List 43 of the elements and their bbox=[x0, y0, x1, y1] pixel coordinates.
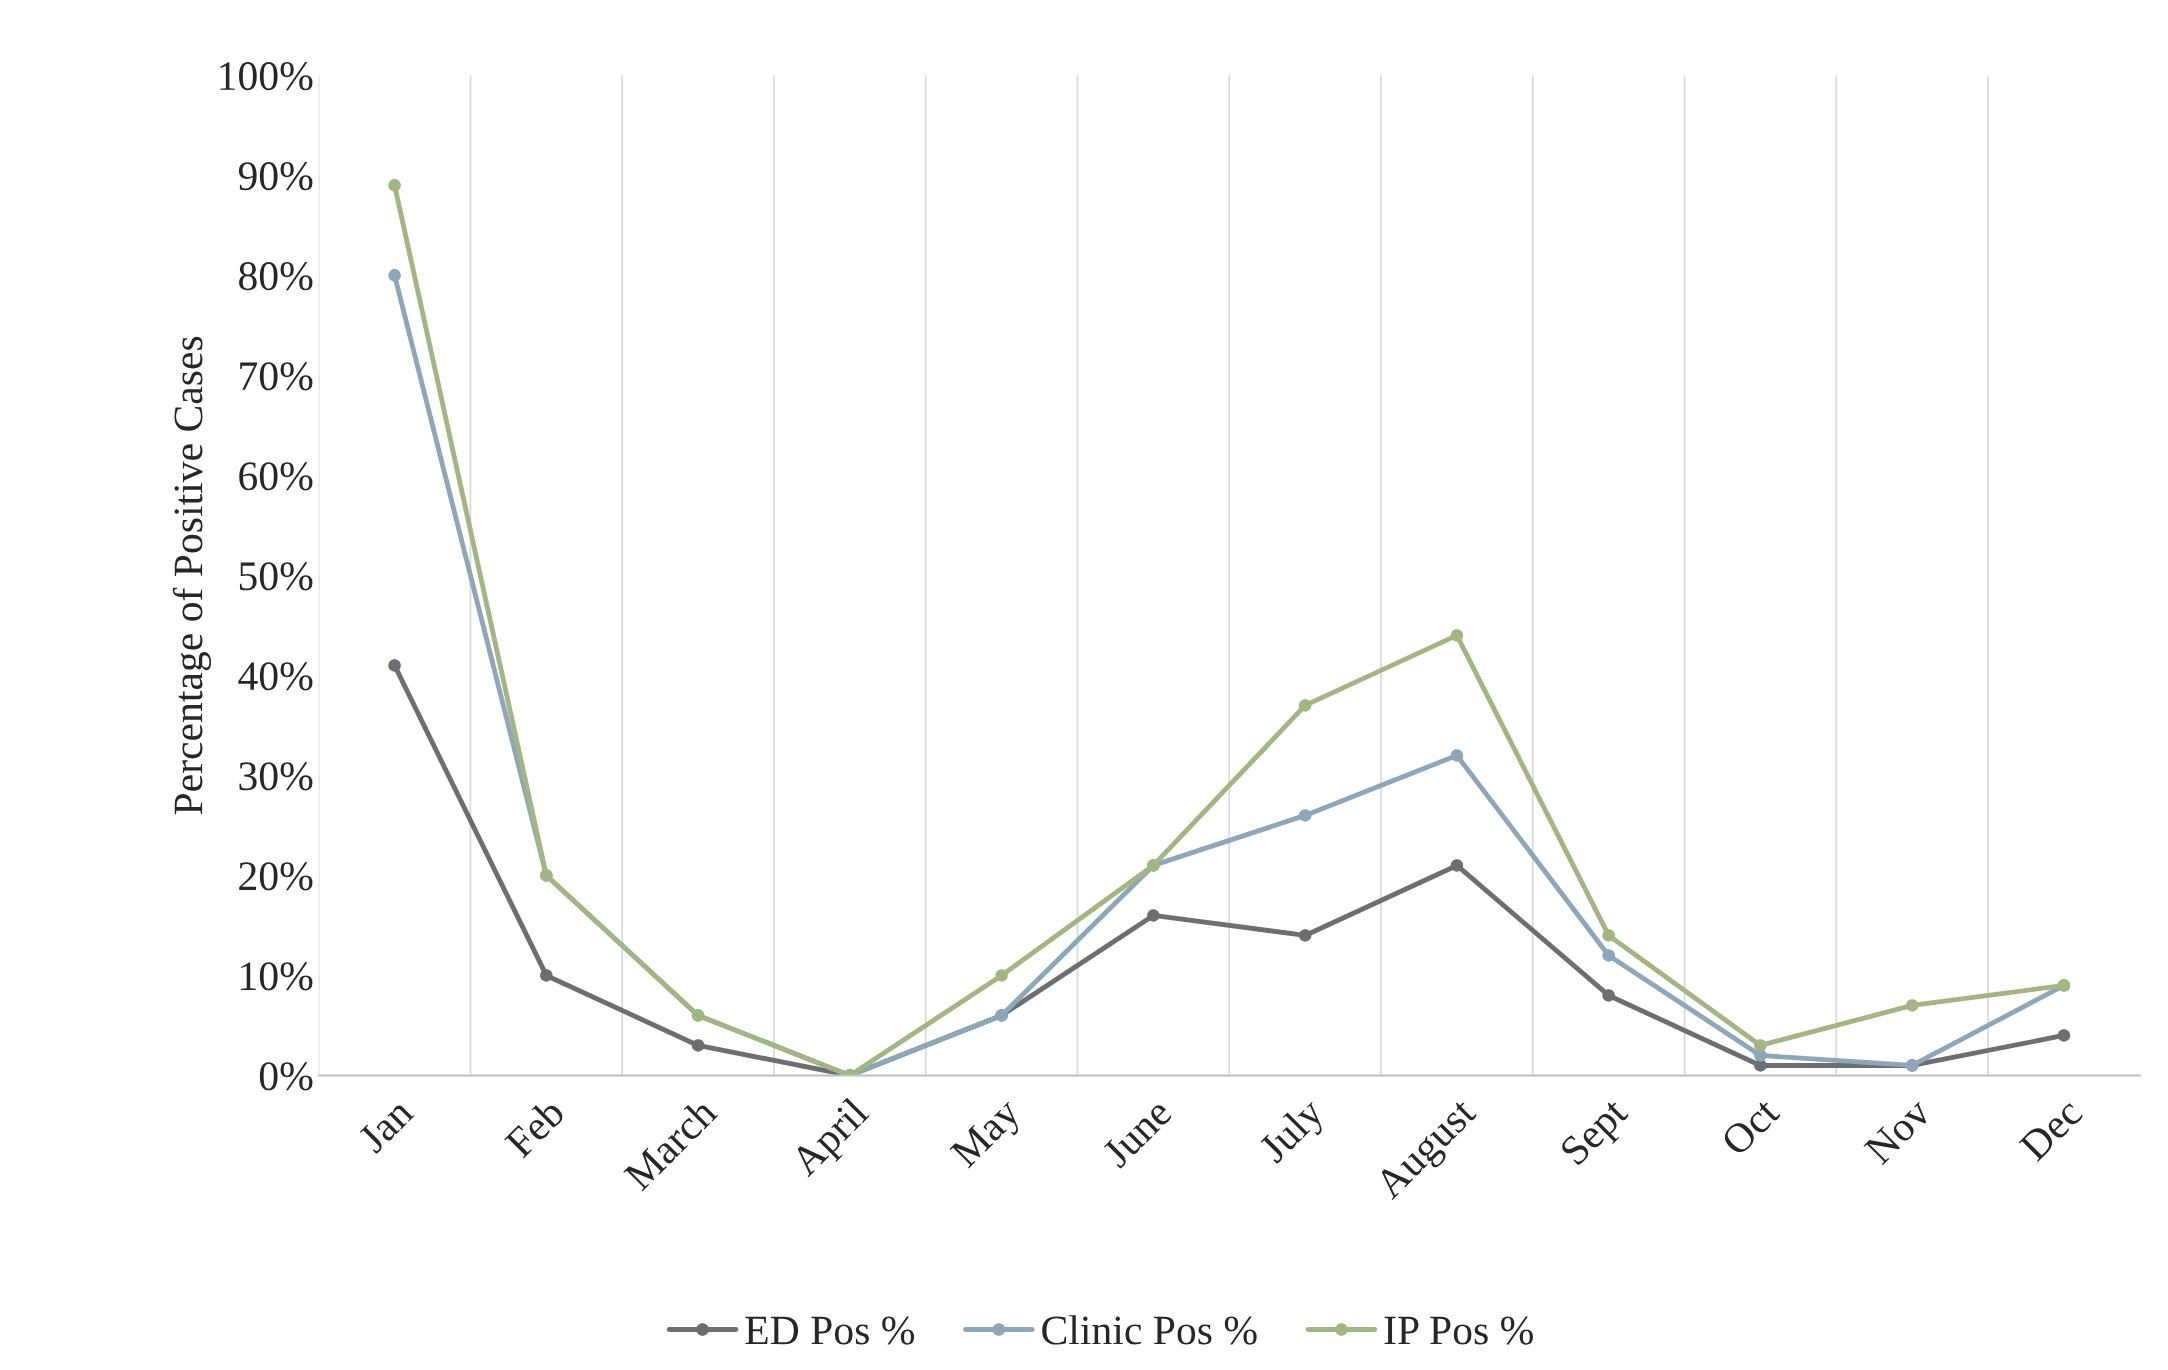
legend-label: Clinic Pos % bbox=[1042, 1315, 1257, 1345]
legend-label: ED Pos % bbox=[745, 1316, 915, 1345]
point bbox=[1298, 929, 1312, 942]
point bbox=[1602, 989, 1615, 1002]
y-tick-label: 20% bbox=[239, 862, 313, 891]
point bbox=[1905, 999, 1919, 1012]
x-tick-label: Feb bbox=[502, 1096, 566, 1159]
x-tick-label: Sept bbox=[1559, 1096, 1636, 1173]
y-tick-label: 70% bbox=[240, 362, 313, 391]
x-tick-label: Jan bbox=[357, 1096, 415, 1155]
x-tick-label: June bbox=[1101, 1097, 1174, 1170]
point bbox=[388, 269, 401, 282]
x-tick-label: July bbox=[1256, 1095, 1332, 1171]
y-tick-label: 40% bbox=[238, 662, 313, 691]
point bbox=[1450, 629, 1464, 642]
point bbox=[1450, 859, 1464, 872]
x-tick-label: Nov bbox=[1863, 1096, 1933, 1166]
y-tick-label: 30% bbox=[239, 762, 313, 791]
x-tick-label: May bbox=[949, 1096, 1029, 1175]
x-tick-label: Oct bbox=[1720, 1096, 1781, 1157]
point bbox=[1602, 949, 1615, 962]
point bbox=[995, 969, 1008, 982]
y-axis-title: Percentage of Positive Cases bbox=[172, 336, 212, 815]
point bbox=[2057, 1029, 2071, 1042]
y-tick-label: 100% bbox=[220, 62, 313, 91]
y-tick-label: 10% bbox=[241, 962, 313, 991]
y-tick-label: 50% bbox=[239, 562, 313, 591]
x-tick-label: Dec bbox=[2018, 1096, 2084, 1163]
point bbox=[1298, 809, 1312, 822]
legend-label: IP Pos % bbox=[1384, 1316, 1533, 1345]
y-tick-label: 90% bbox=[238, 162, 313, 191]
point bbox=[1754, 1039, 1767, 1052]
point bbox=[388, 179, 401, 192]
point bbox=[1298, 699, 1312, 712]
y-tick-label: 80% bbox=[239, 262, 313, 291]
point bbox=[1450, 749, 1464, 762]
y-tick-label: 60% bbox=[239, 462, 313, 491]
point bbox=[388, 659, 401, 672]
point bbox=[691, 1039, 705, 1052]
point bbox=[1147, 909, 1160, 922]
y-tick-label: 0% bbox=[259, 1062, 313, 1091]
point bbox=[1602, 929, 1615, 942]
point bbox=[540, 969, 553, 982]
